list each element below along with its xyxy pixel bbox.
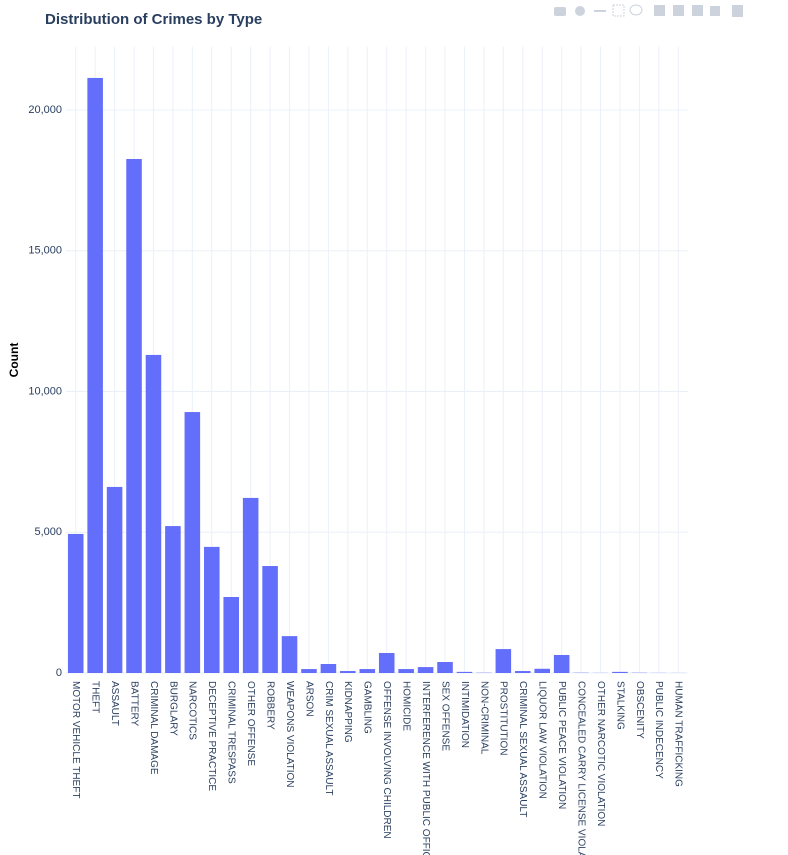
lasso-button[interactable]	[629, 4, 643, 16]
bar	[437, 662, 453, 673]
bar	[106, 486, 123, 673]
bar	[320, 663, 337, 673]
y-tick-label: 5,000	[34, 526, 62, 538]
bar	[340, 671, 356, 673]
y-tick-label: 20,000	[28, 104, 62, 116]
bar	[145, 354, 162, 673]
x-tick-label: DECEPTIVE PRACTICE	[206, 681, 217, 791]
bar	[534, 668, 550, 673]
y-tick-label: 10,000	[28, 385, 62, 397]
x-tick-label: ARSON	[303, 681, 314, 717]
x-tick-label: SEX OFFENSE	[439, 681, 450, 751]
bar	[165, 526, 181, 673]
zoom-in-button[interactable]	[654, 5, 665, 16]
bar	[281, 636, 298, 673]
bar	[378, 653, 395, 673]
x-tick-label: OTHER NARCOTIC VIOLATION	[595, 681, 606, 826]
x-tick-label: STALKING	[614, 681, 625, 730]
bar	[359, 669, 376, 673]
x-tick-label: OFFENSE INVOLVING CHILDREN	[381, 681, 392, 839]
x-tick-label: ASSAULT	[109, 681, 120, 726]
x-tick-label: HUMAN TRAFFICKING	[673, 681, 684, 787]
plotly-logo[interactable]	[732, 5, 743, 17]
bar	[87, 77, 103, 673]
bar	[242, 497, 259, 673]
zoom-button[interactable]	[575, 6, 585, 16]
x-tick-label: THEFT	[90, 681, 101, 713]
x-tick-label: LIQUOR LAW VIOLATION	[537, 681, 548, 799]
x-tick-label: CRIM SEXUAL ASSAULT	[323, 681, 334, 795]
x-tick-label: OTHER OFFENSE	[245, 681, 256, 766]
x-tick-label: INTERFERENCE WITH PUBLIC OFFICER	[420, 681, 431, 855]
x-tick-label: CRIMINAL TRESPASS	[226, 681, 237, 784]
bar	[515, 671, 531, 673]
x-tick-label: NON-CRIMINAL	[478, 681, 489, 755]
x-tick-label: PUBLIC PEACE VIOLATION	[556, 681, 567, 809]
bar	[553, 654, 570, 673]
y-tick-label: 0	[56, 667, 62, 679]
x-tick-label: CONCEALED CARRY LICENSE VIOLATION	[575, 681, 586, 855]
bar	[184, 412, 201, 673]
bar	[612, 671, 628, 673]
x-tick-label: BATTERY	[128, 681, 139, 727]
chart-title: Distribution of Crimes by Type	[45, 11, 262, 28]
bar	[262, 566, 278, 673]
y-tick-label: 15,000	[28, 245, 62, 257]
autoscale-button[interactable]	[692, 5, 703, 16]
x-tick-label: CRIMINAL SEXUAL ASSAULT	[517, 681, 528, 817]
pan-button[interactable]	[594, 10, 606, 12]
x-tick-label: CRIMINAL DAMAGE	[148, 681, 159, 775]
x-tick-label: HOMICIDE	[401, 681, 412, 731]
bar	[398, 669, 414, 673]
x-tick-label: KIDNAPPING	[342, 681, 353, 743]
bar	[67, 533, 84, 673]
reset-button[interactable]	[710, 6, 720, 16]
bar	[417, 667, 434, 673]
camera-button[interactable]	[554, 7, 566, 16]
bar	[204, 546, 220, 673]
x-tick-label: BURGLARY	[167, 681, 178, 736]
x-tick-label: PROSTITUTION	[498, 681, 509, 755]
x-tick-label: ROBBERY	[264, 681, 275, 730]
x-tick-label: OBSCENITY	[634, 681, 645, 739]
x-tick-label: GAMBLING	[362, 681, 373, 734]
bar	[223, 596, 239, 673]
zoom-out-button[interactable]	[673, 5, 684, 16]
x-tick-label: MOTOR VEHICLE THEFT	[70, 681, 81, 798]
x-tick-label: INTIMIDATION	[459, 681, 470, 748]
x-tick-label: NARCOTICS	[187, 681, 198, 740]
box-select-button[interactable]	[612, 4, 625, 17]
bar	[456, 671, 473, 673]
bar	[301, 669, 317, 673]
y-axis-label: Count	[7, 343, 21, 378]
x-tick-label: WEAPONS VIOLATION	[284, 681, 295, 788]
x-tick-label: PUBLIC INDECENCY	[653, 681, 664, 779]
toolbar	[554, 4, 743, 17]
bar	[495, 649, 512, 673]
bar	[126, 159, 142, 673]
